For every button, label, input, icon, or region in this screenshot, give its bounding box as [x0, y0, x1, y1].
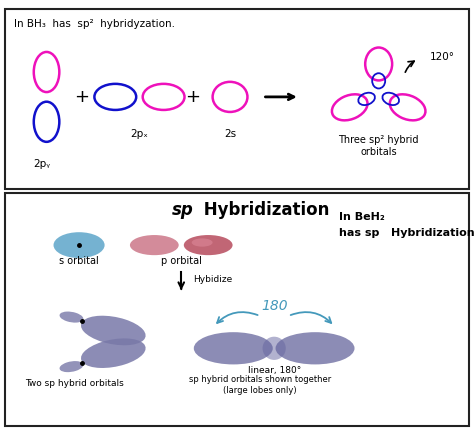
Bar: [5, 194, 469, 426]
Text: 2pₓ: 2pₓ: [130, 129, 148, 139]
Ellipse shape: [54, 232, 105, 258]
Ellipse shape: [81, 316, 146, 345]
Text: Hybridization: Hybridization: [198, 201, 329, 219]
Ellipse shape: [275, 332, 355, 365]
Text: 2s: 2s: [224, 129, 236, 139]
Ellipse shape: [191, 238, 213, 247]
Ellipse shape: [81, 338, 146, 368]
Text: Two sp hybrid orbitals: Two sp hybrid orbitals: [25, 379, 124, 388]
Text: s orbital: s orbital: [59, 256, 99, 267]
Text: Hybidize: Hybidize: [193, 276, 232, 284]
Text: 180: 180: [261, 299, 287, 313]
Text: In BeH₂: In BeH₂: [339, 212, 385, 221]
Text: linear, 180°: linear, 180°: [247, 366, 301, 375]
Text: 120°: 120°: [430, 52, 455, 62]
Ellipse shape: [60, 361, 83, 372]
Text: 2pᵧ: 2pᵧ: [33, 159, 50, 169]
Text: has sp   Hybridization: has sp Hybridization: [339, 228, 474, 238]
Ellipse shape: [60, 312, 83, 322]
Text: +: +: [185, 88, 201, 106]
Ellipse shape: [263, 337, 286, 360]
Text: +: +: [74, 88, 89, 106]
Text: p orbital: p orbital: [161, 256, 202, 267]
Ellipse shape: [184, 235, 233, 255]
Text: Three sp² hybrid
orbitals: Three sp² hybrid orbitals: [338, 135, 419, 157]
Ellipse shape: [130, 235, 179, 255]
Text: sp: sp: [172, 201, 194, 219]
Text: In BH₃  has  sp²  hybridyzation.: In BH₃ has sp² hybridyzation.: [14, 18, 175, 29]
Bar: [5, 9, 469, 189]
Ellipse shape: [194, 332, 273, 365]
Text: sp hybrid orbitals shown together
(large lobes only): sp hybrid orbitals shown together (large…: [189, 375, 331, 396]
